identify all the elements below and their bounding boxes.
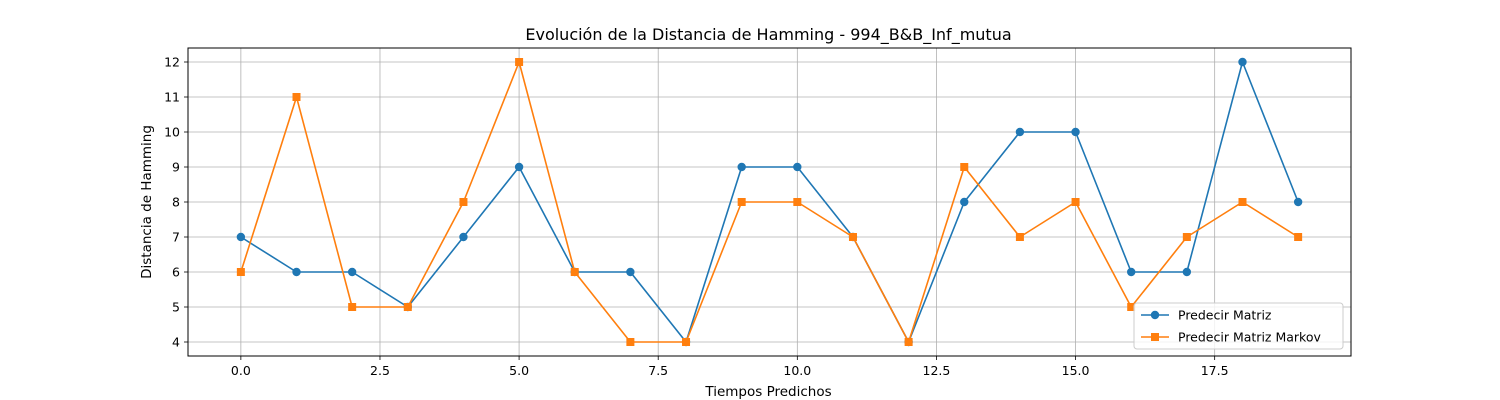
- data-point: [682, 338, 691, 346]
- y-tick-label: 10: [164, 125, 180, 140]
- x-axis-ticks: 0.0 2.5 5.0 7.5 10.0 12.5 15.0 17.5: [231, 356, 1229, 378]
- data-point: [1127, 303, 1136, 311]
- y-axis-ticks: 4 5 6 7 8 9 10 11 12: [164, 55, 188, 350]
- data-point: [737, 198, 746, 206]
- data-point: [1293, 197, 1303, 207]
- data-point: [960, 163, 969, 171]
- data-point: [348, 303, 357, 311]
- legend-marker: [1151, 333, 1159, 341]
- data-point: [626, 267, 635, 277]
- y-tick-label: 5: [172, 300, 180, 315]
- x-tick-label: 5.0: [509, 363, 529, 378]
- data-point: [236, 268, 245, 276]
- data-point: [236, 232, 246, 242]
- data-point: [1238, 57, 1247, 67]
- data-point: [347, 267, 357, 277]
- y-tick-label: 11: [164, 90, 180, 105]
- data-point: [1182, 233, 1191, 241]
- data-point: [1071, 127, 1080, 137]
- legend-item: Predecir Matriz Markov: [1141, 330, 1321, 345]
- data-point: [960, 197, 969, 207]
- data-point: [1126, 267, 1136, 277]
- x-tick-label: 10.0: [783, 363, 811, 378]
- y-tick-label: 9: [172, 160, 180, 175]
- y-tick-label: 8: [172, 195, 180, 210]
- legend-label: Predecir Matriz: [1178, 308, 1272, 323]
- x-tick-label: 15.0: [1062, 363, 1090, 378]
- y-axis-label: Distancia de Hamming: [139, 125, 155, 279]
- data-point: [403, 303, 412, 311]
- chart-title: Evolución de la Distancia de Hamming - 9…: [525, 25, 1011, 45]
- y-tick-label: 4: [172, 335, 180, 350]
- data-point: [904, 338, 913, 346]
- data-point: [459, 198, 468, 206]
- legend-marker: [1150, 310, 1160, 320]
- data-point: [848, 233, 857, 241]
- series-line: [240, 61, 1299, 343]
- x-tick-label: 0.0: [231, 363, 251, 378]
- series-2: [236, 58, 1303, 346]
- data-point: [515, 58, 524, 66]
- data-point: [737, 162, 746, 172]
- data-point: [514, 162, 524, 172]
- series-layer: [236, 57, 1303, 347]
- x-tick-label: 17.5: [1201, 363, 1229, 378]
- data-point: [292, 267, 301, 277]
- legend-frame: [1133, 302, 1344, 350]
- x-tick-label: 7.5: [648, 363, 668, 378]
- data-point: [1015, 233, 1024, 241]
- data-point: [570, 268, 579, 276]
- x-tick-label: 2.5: [370, 363, 390, 378]
- data-point: [1015, 127, 1025, 137]
- data-point: [1238, 198, 1247, 206]
- data-point: [793, 162, 802, 172]
- x-tick-label: 12.5: [923, 363, 951, 378]
- x-axis-label: Tiempos Predichos: [704, 384, 831, 400]
- legend-label: Predecir Matriz Markov: [1178, 330, 1321, 345]
- y-tick-label: 6: [172, 265, 180, 280]
- y-tick-label: 12: [164, 55, 180, 70]
- data-point: [1294, 233, 1303, 241]
- legend: Predecir Matriz Predecir Matriz Markov: [1133, 302, 1344, 350]
- data-point: [292, 93, 301, 101]
- series-line: [240, 61, 1299, 343]
- data-point: [793, 198, 802, 206]
- legend-item: Predecir Matriz: [1141, 308, 1272, 323]
- data-point: [1071, 198, 1080, 206]
- data-point: [626, 338, 635, 346]
- data-point: [1182, 267, 1192, 277]
- data-point: [459, 232, 468, 242]
- y-tick-label: 7: [172, 230, 180, 245]
